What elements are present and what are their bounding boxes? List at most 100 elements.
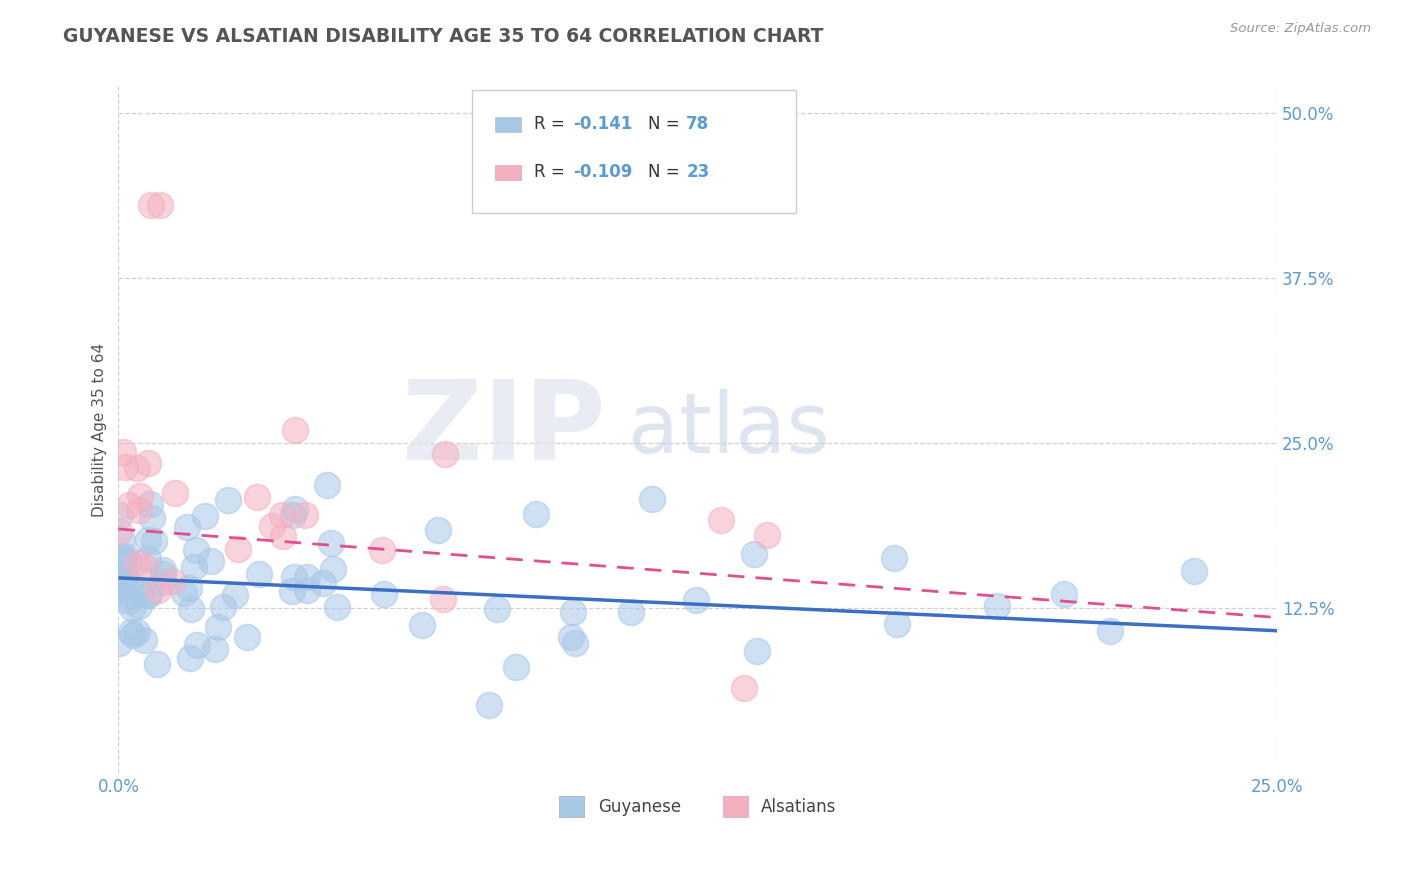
Point: [371, 543, 394, 558]
Text: atlas: atlas: [628, 390, 830, 470]
Point: [129, 489, 152, 503]
Point: [183, 560, 205, 574]
Point: [204, 642, 226, 657]
Point: [560, 631, 582, 645]
Point: [433, 448, 456, 462]
Point: [640, 491, 662, 506]
Point: [295, 570, 318, 584]
Text: Source: ZipAtlas.com: Source: ZipAtlas.com: [1230, 22, 1371, 36]
Point: [283, 570, 305, 584]
Point: [226, 542, 249, 557]
Point: [160, 574, 183, 589]
Point: [110, 550, 132, 565]
Point: [1053, 587, 1076, 601]
Point: [114, 549, 136, 563]
Point: [136, 552, 159, 566]
Point: [294, 508, 316, 523]
Point: [146, 583, 169, 598]
Point: [136, 533, 159, 547]
Point: [108, 636, 131, 650]
Point: [249, 567, 271, 582]
Point: [411, 617, 433, 632]
Text: -0.109: -0.109: [572, 163, 633, 181]
Point: [118, 589, 141, 603]
Point: [297, 582, 319, 597]
Point: [143, 533, 166, 548]
Point: [139, 497, 162, 511]
Point: [112, 445, 135, 459]
Point: [271, 508, 294, 523]
Point: [128, 599, 150, 614]
Legend: Guyanese, Alsatians: Guyanese, Alsatians: [553, 789, 844, 823]
Text: N =: N =: [648, 163, 685, 181]
Point: [186, 543, 208, 558]
Point: [117, 594, 139, 608]
Point: [217, 492, 239, 507]
Point: [986, 599, 1008, 613]
Point: [485, 602, 508, 616]
Point: [180, 602, 202, 616]
Point: [561, 605, 583, 619]
Point: [886, 617, 908, 632]
Point: [1099, 624, 1122, 638]
Point: [212, 600, 235, 615]
Point: [179, 581, 201, 595]
Point: [176, 520, 198, 534]
Point: [125, 461, 148, 475]
Point: [207, 620, 229, 634]
Point: [173, 586, 195, 600]
Point: [524, 508, 547, 522]
Point: [111, 580, 134, 594]
Point: [271, 529, 294, 543]
Point: [236, 630, 259, 644]
Point: [145, 657, 167, 672]
Text: N =: N =: [648, 115, 685, 133]
Point: [114, 570, 136, 584]
Text: 78: 78: [686, 115, 710, 133]
Point: [134, 633, 156, 648]
Point: [117, 556, 139, 570]
FancyBboxPatch shape: [472, 90, 796, 213]
Point: [742, 547, 765, 561]
Point: [115, 571, 138, 585]
Point: [224, 588, 246, 602]
Point: [134, 560, 156, 574]
Point: [108, 581, 131, 595]
Point: [326, 600, 349, 615]
Point: [125, 557, 148, 571]
Point: [108, 524, 131, 538]
Point: [141, 511, 163, 525]
Point: [136, 588, 159, 602]
Point: [125, 625, 148, 640]
Point: [505, 659, 527, 673]
Point: [316, 478, 339, 492]
Point: [200, 554, 222, 568]
Point: [108, 508, 131, 523]
Point: [118, 498, 141, 512]
Point: [118, 578, 141, 592]
Text: R =: R =: [534, 163, 571, 181]
Point: [322, 562, 344, 576]
Point: [111, 533, 134, 548]
Point: [120, 625, 142, 640]
Text: 23: 23: [686, 163, 710, 181]
Point: [179, 650, 201, 665]
Point: [194, 509, 217, 524]
Point: [710, 513, 733, 527]
Point: [112, 552, 135, 566]
Point: [152, 563, 174, 577]
Point: [128, 586, 150, 600]
Point: [114, 571, 136, 585]
Point: [1182, 564, 1205, 578]
Text: R =: R =: [534, 115, 571, 133]
Point: [756, 527, 779, 541]
Point: [281, 583, 304, 598]
Point: [150, 574, 173, 589]
Point: [114, 460, 136, 475]
Y-axis label: Disability Age 35 to 64: Disability Age 35 to 64: [93, 343, 107, 517]
Point: [432, 592, 454, 607]
Text: GUYANESE VS ALSATIAN DISABILITY AGE 35 TO 64 CORRELATION CHART: GUYANESE VS ALSATIAN DISABILITY AGE 35 T…: [63, 27, 824, 45]
Point: [685, 593, 707, 607]
Point: [128, 502, 150, 516]
Point: [620, 605, 643, 619]
